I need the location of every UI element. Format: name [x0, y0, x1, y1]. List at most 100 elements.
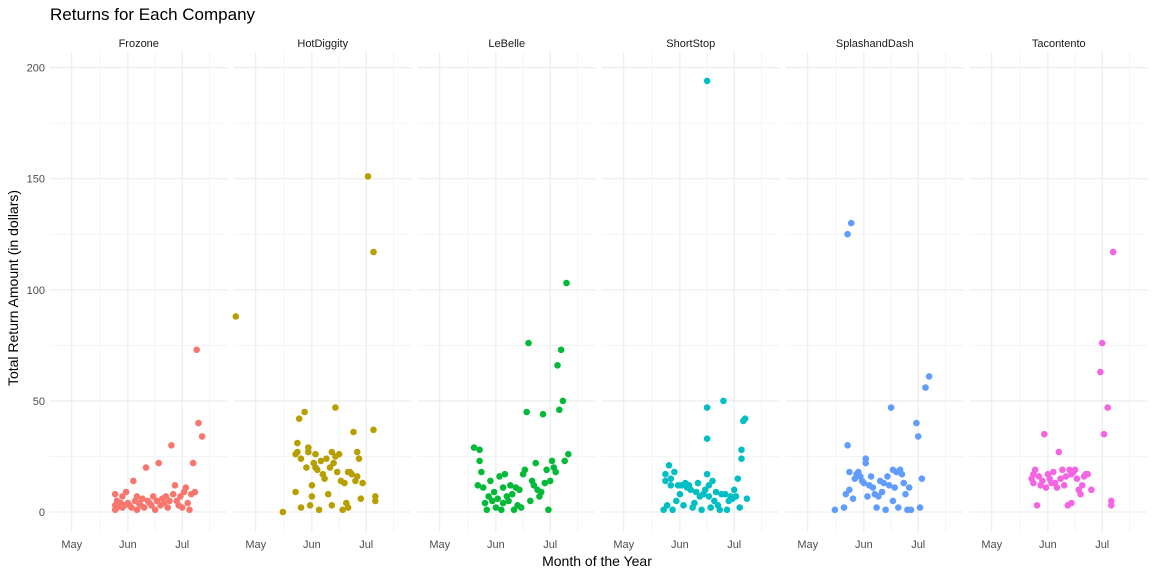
data-point	[882, 506, 889, 514]
data-point	[885, 482, 893, 489]
data-point	[523, 408, 530, 416]
data-point	[326, 464, 334, 471]
data-point	[1098, 339, 1106, 347]
data-point	[476, 457, 483, 465]
data-point	[918, 475, 926, 483]
data-point	[479, 484, 487, 491]
facet-panel-hotdiggity: HotDiggity May Jun Jul	[232, 38, 412, 551]
data-point	[691, 499, 698, 507]
data-point	[494, 495, 502, 503]
data-point	[846, 486, 853, 494]
data-point	[884, 473, 891, 480]
data-point	[925, 373, 933, 380]
x-tick-label: Jun	[671, 539, 689, 551]
data-point	[707, 504, 714, 511]
x-tick-label: Jul	[359, 539, 373, 551]
data-point	[1062, 473, 1070, 480]
data-point	[660, 506, 667, 514]
data-point	[178, 504, 186, 511]
data-point	[537, 488, 545, 496]
data-point	[665, 462, 673, 469]
x-tick-label: Jul	[543, 539, 557, 551]
data-point	[1108, 502, 1115, 509]
data-point	[1079, 482, 1086, 489]
data-point	[559, 397, 567, 405]
data-point	[720, 397, 727, 405]
x-tick-label: Jun	[1039, 539, 1057, 551]
data-point	[139, 495, 146, 503]
data-point	[1077, 490, 1084, 498]
data-point	[292, 488, 299, 496]
data-point	[1039, 477, 1046, 485]
data-point	[667, 475, 675, 483]
data-point	[716, 506, 723, 514]
data-point	[736, 504, 743, 511]
data-point	[353, 473, 361, 480]
data-point	[875, 493, 882, 500]
data-point	[510, 506, 518, 514]
data-point	[712, 488, 720, 496]
data-point	[489, 497, 496, 505]
data-point	[521, 466, 529, 474]
data-point	[496, 473, 503, 480]
data-point	[294, 448, 301, 456]
data-point	[849, 495, 857, 503]
data-point	[485, 493, 492, 500]
data-point	[148, 502, 155, 509]
data-point	[864, 493, 871, 500]
data-point	[350, 428, 357, 436]
data-point	[916, 504, 924, 511]
data-point	[541, 479, 549, 487]
data-point	[314, 466, 321, 474]
data-point	[880, 479, 888, 487]
facet-label: Tacontento	[1032, 38, 1086, 50]
data-point	[297, 504, 305, 511]
data-point	[711, 497, 718, 505]
y-tick-label: 50	[33, 396, 45, 408]
data-point	[705, 482, 713, 489]
data-point	[357, 495, 365, 503]
data-point	[321, 475, 328, 483]
data-point	[499, 499, 507, 507]
data-point	[687, 486, 695, 494]
data-point	[1109, 248, 1117, 256]
data-point	[860, 479, 868, 487]
data-point	[279, 508, 287, 516]
y-tick-label: 100	[27, 285, 45, 297]
facet-panel-frozone: Frozone May Jun Jul	[50, 38, 228, 551]
data-point	[561, 457, 568, 465]
data-point	[532, 459, 539, 467]
data-point	[1053, 484, 1061, 491]
x-tick-label: May	[797, 539, 818, 551]
data-point	[130, 477, 137, 485]
data-point	[324, 490, 332, 498]
data-point	[898, 470, 906, 478]
data-point	[840, 504, 848, 511]
data-point	[891, 484, 898, 491]
data-point	[507, 482, 514, 489]
data-point	[738, 455, 745, 463]
data-point	[867, 473, 875, 480]
data-point	[164, 504, 171, 511]
data-point	[563, 279, 570, 287]
data-point	[294, 439, 301, 447]
data-point	[162, 493, 170, 500]
data-point	[869, 484, 877, 491]
facet-label: Frozone	[119, 38, 159, 50]
data-point	[907, 506, 915, 514]
data-point	[308, 482, 316, 489]
facet-panel-lebelle: LeBelle May Jun Jul	[418, 38, 596, 551]
data-point	[355, 455, 363, 463]
data-point	[741, 415, 749, 423]
data-point	[1050, 468, 1057, 476]
data-point	[303, 464, 310, 471]
data-point	[122, 488, 130, 496]
data-point	[499, 484, 507, 491]
facet-label: ShortStop	[666, 38, 715, 50]
x-tick-label: Jul	[175, 539, 189, 551]
data-point	[701, 486, 709, 494]
data-point	[133, 493, 141, 500]
data-point	[315, 506, 323, 514]
data-point	[1071, 466, 1079, 474]
data-point	[680, 502, 687, 509]
